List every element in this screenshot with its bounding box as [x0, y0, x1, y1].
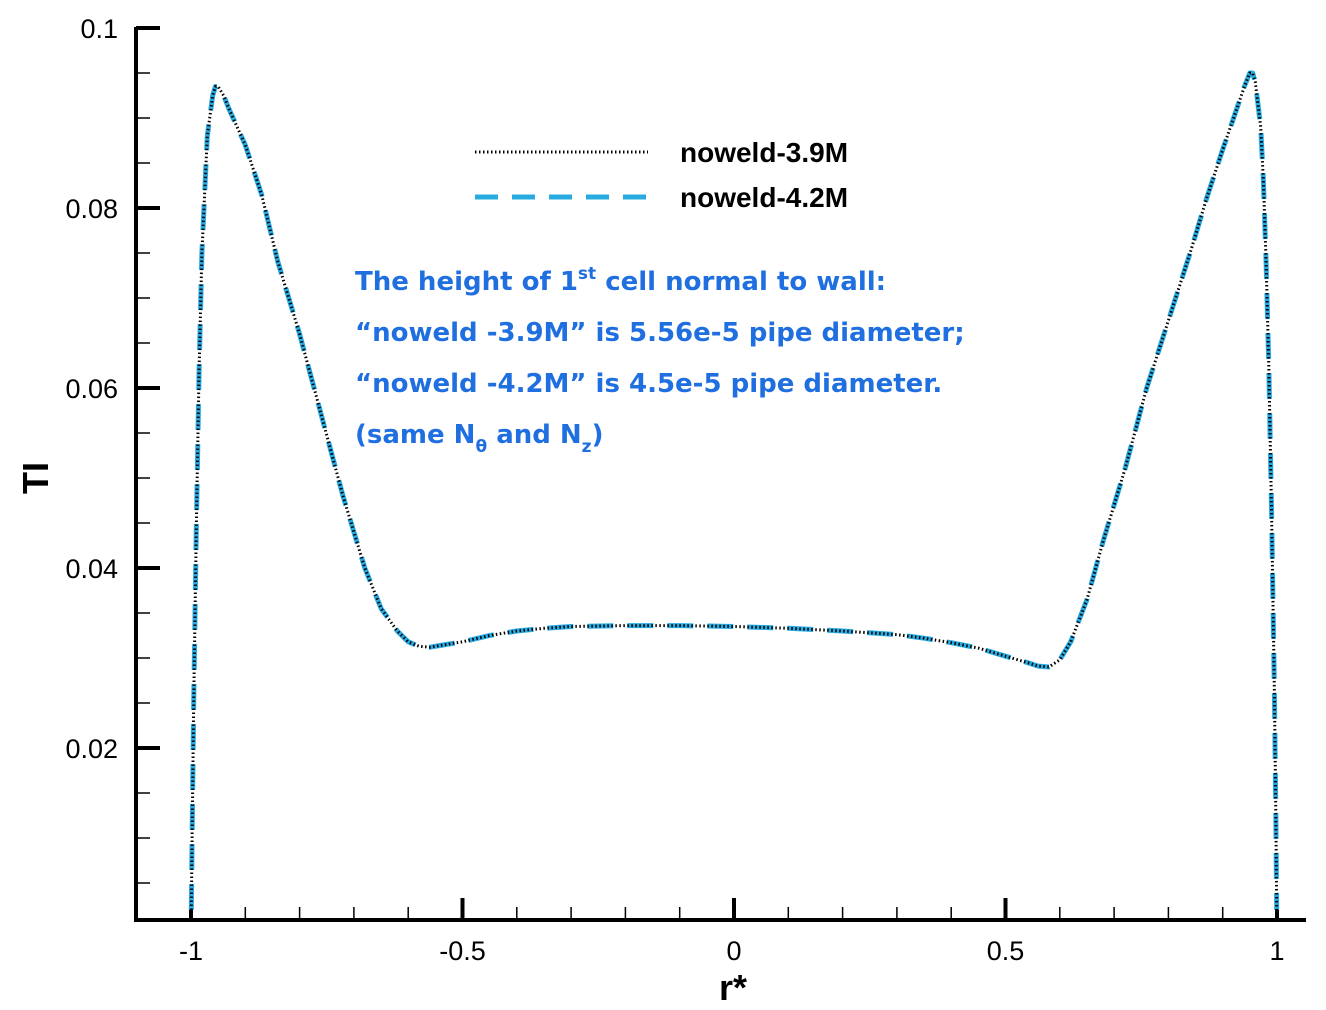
annotation-line-4-a: (same N — [355, 420, 475, 450]
annotation-line-2: “noweld -3.9M” is 5.56e-5 pipe diameter; — [355, 318, 965, 348]
tick-labels: -1 -0.5 0 0.5 1 0.02 0.04 0.06 0.08 0.1 — [65, 14, 1284, 966]
x-axis-title: r* — [719, 967, 747, 1008]
x-tick-label: -0.5 — [439, 936, 486, 966]
annotation: The height of 1st cell normal to wall: “… — [355, 264, 965, 457]
annotation-line-3: “noweld -4.2M” is 4.5e-5 pipe diameter. — [355, 369, 942, 399]
minor-ticks — [136, 72, 1224, 920]
legend-label-noweld-3.9M: noweld-3.9M — [680, 137, 848, 168]
x-tick-label: 1 — [1269, 936, 1284, 966]
y-tick-label: 0.1 — [80, 14, 118, 44]
legend-label-noweld-4.2M: noweld-4.2M — [680, 182, 848, 213]
annotation-line-1-pre: The height of 1 — [355, 267, 578, 297]
x-tick-label: 0.5 — [987, 936, 1025, 966]
annotation-line-4-c: ) — [592, 420, 604, 450]
legend: noweld-3.9M noweld-4.2M — [475, 137, 848, 213]
x-tick-label: -1 — [179, 936, 203, 966]
annotation-line-4-b: and N — [487, 420, 582, 450]
y-tick-label: 0.06 — [65, 374, 118, 404]
y-axis-title: TI — [15, 462, 56, 494]
annotation-line-1: The height of 1st cell normal to wall: — [355, 264, 886, 297]
annotation-line-4-subscript-z: z — [582, 437, 592, 457]
annotation-line-4: (same Nθ and Nz) — [355, 420, 603, 457]
series-line-noweld-3.9M — [189, 71, 1279, 911]
annotation-line-4-subscript-theta: θ — [475, 437, 487, 457]
y-tick-label: 0.04 — [65, 554, 118, 584]
x-tick-label: 0 — [726, 936, 741, 966]
major-ticks — [136, 26, 1279, 920]
y-tick-label: 0.08 — [65, 194, 118, 224]
annotation-line-1-post: cell normal to wall: — [596, 267, 886, 297]
annotation-line-1-superscript: st — [578, 264, 596, 284]
y-tick-label: 0.02 — [65, 734, 118, 764]
series-layer — [188, 70, 1280, 911]
